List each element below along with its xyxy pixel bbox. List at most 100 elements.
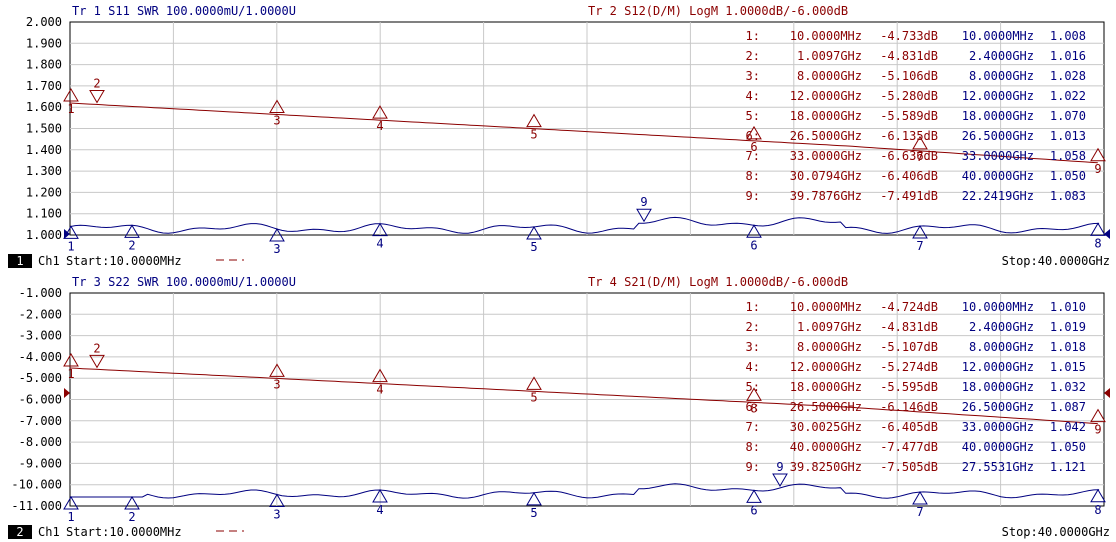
red-marker-1[interactable]: [63, 88, 79, 102]
reference-arrow-right: [1104, 388, 1110, 398]
red-marker-label: 8: [750, 401, 757, 415]
blue-marker-label: 5: [530, 240, 537, 254]
marker-index: 9:: [746, 189, 760, 203]
blue-marker-9[interactable]: [772, 473, 788, 487]
y-tick-label: 1.500: [26, 122, 62, 136]
red-marker-4[interactable]: [372, 105, 388, 119]
marker-value-db: -7.491dB: [880, 189, 938, 203]
marker-frequency: 33.0000GHz: [790, 149, 862, 163]
channel-2-chart[interactable]: -1.000 -2.000 -3.000 -4.000 -5.000 -6.000 -7.0…: [0, 271, 1116, 542]
red-marker-3[interactable]: [269, 363, 285, 377]
blue-marker-label: 8: [1094, 236, 1101, 250]
marker-value-db: -5.595dB: [880, 380, 938, 394]
y-tick-label: -8.000: [19, 435, 62, 449]
blue-marker-4[interactable]: [372, 222, 388, 237]
red-marker-label: 9: [1094, 423, 1101, 437]
marker-frequency: 40.0000GHz: [790, 440, 862, 454]
marker-frequency: 30.0025GHz: [790, 420, 862, 434]
red-marker-8[interactable]: [746, 387, 762, 401]
blue-marker-6[interactable]: [746, 224, 762, 238]
marker-value-swr: 1.083: [1050, 189, 1086, 203]
red-marker-7[interactable]: [912, 135, 928, 150]
marker-frequency-swr: 18.0000GHz: [962, 380, 1034, 394]
y-tick-label: -3.000: [19, 329, 62, 343]
red-marker-2[interactable]: [89, 354, 105, 369]
red-marker-5[interactable]: [526, 113, 542, 128]
red-marker-9[interactable]: [1090, 408, 1106, 423]
red-marker-label: 3: [273, 113, 280, 127]
marker-frequency: 12.0000GHz: [790, 360, 862, 374]
red-marker-2[interactable]: [89, 89, 105, 104]
blue-marker-9[interactable]: [636, 208, 652, 223]
channel-number-badge[interactable]: [8, 525, 32, 539]
marker-frequency: 8.0000GHz: [797, 340, 862, 354]
marker-frequency: 26.5000GHz: [790, 129, 862, 143]
marker-index: 6:: [746, 129, 760, 143]
blue-marker-5[interactable]: [526, 491, 542, 506]
blue-marker-3[interactable]: [269, 493, 285, 507]
channel-label: Ch1: [38, 254, 60, 268]
marker-index: 5:: [746, 109, 760, 123]
y-tick-label: 1.200: [26, 185, 62, 199]
blue-marker-8[interactable]: [1090, 488, 1106, 503]
blue-marker-5[interactable]: [526, 225, 542, 240]
blue-marker-7[interactable]: [912, 225, 928, 239]
blue-marker-label: 3: [273, 507, 280, 521]
marker-index: 6:: [746, 400, 760, 414]
channel-1-chart[interactable]: 2.000 1.900 1.800 1.700 1.600 1.500 1.400 1.300…: [0, 0, 1116, 271]
blue-marker-1[interactable]: [63, 496, 79, 510]
marker-value-db: -4.724dB: [880, 300, 938, 314]
marker-frequency: 1.0097GHz: [797, 320, 862, 334]
marker-value-swr: 1.121: [1050, 460, 1086, 474]
channel-2-panel[interactable]: -1.000 -2.000 -3.000 -4.000 -5.000 -6.000 -7.0…: [0, 271, 1116, 542]
trace-title-swr: Tr 1 S11 SWR 100.0000mU/1.0000U: [72, 4, 296, 18]
channel-1-panel[interactable]: 2.000 1.900 1.800 1.700 1.600 1.500 1.400 1.300…: [0, 0, 1116, 271]
channel-number-badge[interactable]: [8, 254, 32, 268]
marker-frequency-swr: 10.0000MHz: [962, 300, 1034, 314]
blue-marker-label: 2: [128, 510, 135, 524]
marker-value-swr: 1.019: [1050, 320, 1086, 334]
blue-marker-2[interactable]: [124, 224, 140, 238]
channel-number: 2: [16, 525, 23, 539]
blue-marker-label: 1: [67, 510, 74, 524]
marker-frequency-swr: 2.4000GHz: [969, 49, 1034, 63]
marker-frequency-swr: 27.5531GHz: [962, 460, 1034, 474]
marker-value-db: -5.106dB: [880, 69, 938, 83]
red-marker-6[interactable]: [746, 125, 762, 140]
trace-title-logm: Tr 4 S21(D/M) LogM 1.0000dB/-6.000dB: [588, 275, 848, 289]
red-marker-9[interactable]: [1090, 147, 1106, 162]
blue-marker-4[interactable]: [372, 489, 388, 503]
marker-frequency-swr: 12.0000GHz: [962, 89, 1034, 103]
y-tick-label: 1.300: [26, 164, 62, 178]
red-marker-label: 9: [1094, 162, 1101, 176]
marker-frequency-swr: 22.2419GHz: [962, 189, 1034, 203]
blue-marker-3[interactable]: [269, 228, 285, 242]
marker-frequency-swr: 26.5000GHz: [962, 400, 1034, 414]
marker-index: 8:: [746, 440, 760, 454]
y-tick-label: 1.100: [26, 207, 62, 221]
y-tick-label: 1.800: [26, 58, 62, 72]
red-marker-3[interactable]: [269, 99, 285, 113]
marker-value-swr: 1.013: [1050, 129, 1086, 143]
y-tick-label: 1.900: [26, 36, 62, 50]
blue-marker-label: 1: [67, 239, 74, 253]
blue-marker-label: 5: [530, 506, 537, 520]
y-tick-label: -7.000: [19, 414, 62, 428]
red-marker-5[interactable]: [526, 376, 542, 390]
red-marker-1[interactable]: [63, 353, 79, 367]
red-marker-4[interactable]: [372, 368, 388, 383]
marker-index: 8:: [746, 169, 760, 183]
channel-number: 1: [16, 254, 23, 268]
blue-marker-label: 9: [640, 195, 647, 209]
marker-frequency-swr: 2.4000GHz: [969, 320, 1034, 334]
blue-marker-6[interactable]: [746, 489, 762, 503]
marker-value-db: -5.107dB: [880, 340, 938, 354]
blue-marker-label: 6: [750, 238, 757, 252]
y-tick-label: -9.000: [19, 456, 62, 470]
blue-marker-8[interactable]: [1090, 222, 1106, 236]
marker-frequency: 1.0097GHz: [797, 49, 862, 63]
marker-value-db: -4.831dB: [880, 320, 938, 334]
blue-marker-2[interactable]: [124, 496, 140, 510]
blue-marker-7[interactable]: [912, 491, 928, 505]
marker-frequency: 10.0000MHz: [790, 300, 862, 314]
